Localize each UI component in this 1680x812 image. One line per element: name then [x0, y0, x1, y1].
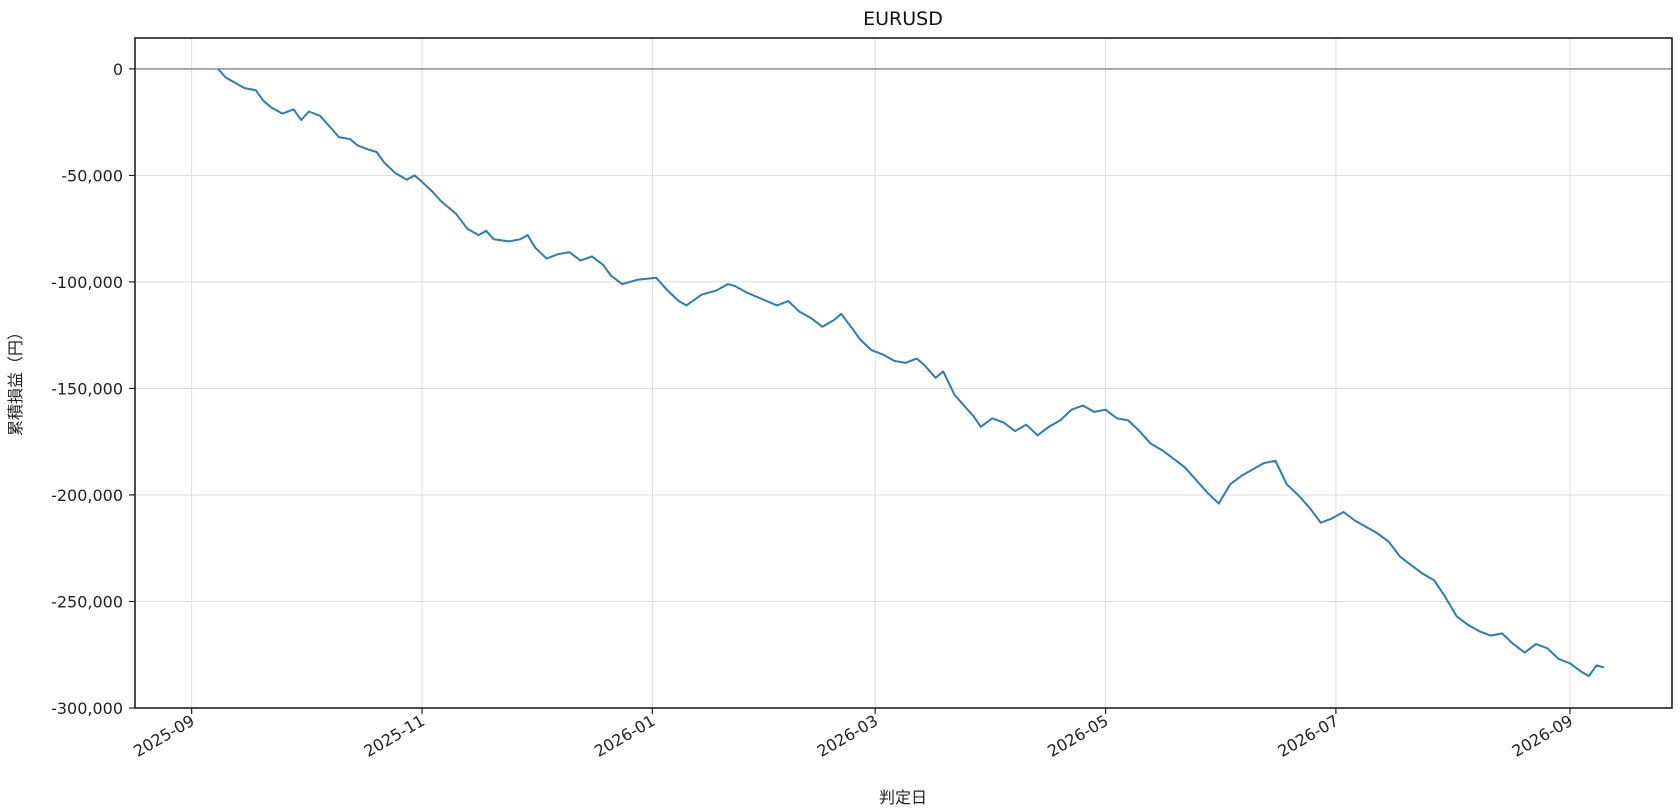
series-line	[217, 68, 1605, 677]
plot-frame	[134, 37, 1673, 709]
x-axis-label: 判定日	[879, 788, 927, 807]
x-axis: 2025-09 2025-11 2026-01 2026-03 2026-05 2026-…	[130, 708, 1576, 761]
grid-layer	[135, 38, 1672, 709]
x-tick-label: 2026-01	[591, 711, 658, 761]
y-tick-label: -300,000	[51, 699, 123, 718]
y-tick-label: -250,000	[51, 592, 123, 611]
x-tick-label: 2026-09	[1509, 711, 1576, 761]
y-tick-label: -100,000	[51, 273, 123, 292]
y-tick-label: -200,000	[51, 486, 123, 505]
chart-title: EURUSD	[863, 8, 943, 30]
x-tick-label: 2026-03	[814, 711, 881, 761]
y-tick-label: -50,000	[61, 166, 123, 185]
x-tick-label: 2025-11	[361, 711, 428, 761]
y-axis: 0 -50,000 -100,000 -150,000 -200,000 -250,000…	[51, 60, 135, 718]
y-tick-label: 0	[113, 60, 123, 79]
x-tick-label: 2026-07	[1274, 711, 1341, 761]
x-tick-label: 2025-09	[130, 711, 197, 761]
x-tick-label: 2026-05	[1044, 711, 1111, 761]
y-axis-label: 累積損益（円）	[6, 324, 25, 436]
series-layer	[217, 68, 1605, 677]
y-tick-label: -150,000	[51, 379, 123, 398]
